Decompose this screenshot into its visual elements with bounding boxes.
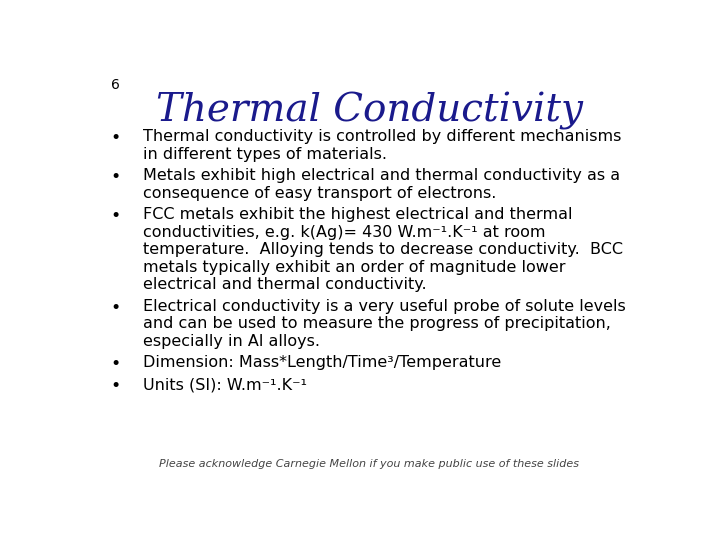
Text: Metals exhibit high electrical and thermal conductivity as a: Metals exhibit high electrical and therm…	[143, 168, 620, 184]
Text: Thermal conductivity is controlled by different mechanisms: Thermal conductivity is controlled by di…	[143, 129, 621, 144]
Text: Please acknowledge Carnegie Mellon if you make public use of these slides: Please acknowledge Carnegie Mellon if yo…	[159, 459, 579, 469]
Text: conductivities, e.g. k(Ag)= 430 W.m⁻¹.K⁻¹ at room: conductivities, e.g. k(Ag)= 430 W.m⁻¹.K⁻…	[143, 225, 546, 240]
Text: Units (SI): W.m⁻¹.K⁻¹: Units (SI): W.m⁻¹.K⁻¹	[143, 377, 307, 392]
Text: especially in Al alloys.: especially in Al alloys.	[143, 334, 320, 349]
Text: and can be used to measure the progress of precipitation,: and can be used to measure the progress …	[143, 316, 611, 332]
Text: •: •	[110, 207, 120, 225]
Text: Electrical conductivity is a very useful probe of solute levels: Electrical conductivity is a very useful…	[143, 299, 626, 314]
Text: metals typically exhibit an order of magnitude lower: metals typically exhibit an order of mag…	[143, 260, 565, 275]
Text: •: •	[110, 299, 120, 317]
Text: 6: 6	[111, 78, 120, 92]
Text: in different types of materials.: in different types of materials.	[143, 147, 387, 161]
Text: electrical and thermal conductivity.: electrical and thermal conductivity.	[143, 277, 427, 292]
Text: Dimension: Mass*Length/Time³/Temperature: Dimension: Mass*Length/Time³/Temperature	[143, 355, 501, 370]
Text: Thermal Conductivity: Thermal Conductivity	[156, 92, 582, 130]
Text: •: •	[110, 377, 120, 395]
Text: temperature.  Alloying tends to decrease conductivity.  BCC: temperature. Alloying tends to decrease …	[143, 242, 623, 258]
Text: •: •	[110, 168, 120, 186]
Text: •: •	[110, 355, 120, 374]
Text: •: •	[110, 129, 120, 147]
Text: consequence of easy transport of electrons.: consequence of easy transport of electro…	[143, 186, 496, 201]
Text: FCC metals exhibit the highest electrical and thermal: FCC metals exhibit the highest electrica…	[143, 207, 572, 222]
